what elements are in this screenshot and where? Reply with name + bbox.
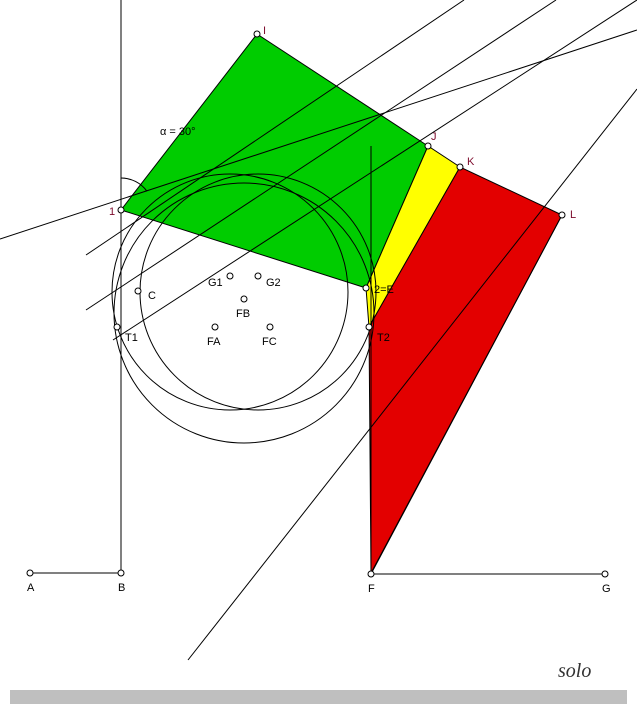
point-label-G1: G1 [208, 277, 223, 289]
point-label-B: B [118, 582, 125, 594]
point-label-FC: FC [262, 336, 277, 348]
point-F [368, 571, 374, 577]
region-green [121, 34, 428, 288]
point-label-L: L [570, 209, 576, 221]
angle-alpha-label: α = 30° [160, 126, 196, 138]
solo-label: solo [558, 660, 591, 683]
point-label-FB: FB [236, 308, 250, 320]
point-label-A: A [27, 582, 35, 594]
point-label-FA: FA [207, 336, 221, 348]
point-G2 [255, 273, 261, 279]
point-G1 [227, 273, 233, 279]
point-label-F: F [368, 583, 375, 595]
point-label-P1: 1 [109, 206, 115, 218]
point-B [118, 570, 124, 576]
point-P1 [118, 207, 124, 213]
point-label-J: J [431, 131, 437, 143]
point-K [457, 164, 463, 170]
point-label-T1: T1 [125, 332, 138, 344]
point-FC [267, 324, 273, 330]
point-A [27, 570, 33, 576]
point-T1 [114, 324, 120, 330]
point-label-G: G [602, 583, 611, 595]
point-T2 [366, 324, 372, 330]
point-FA [212, 324, 218, 330]
point-I [254, 31, 260, 37]
point-label-T2: T2 [377, 332, 390, 344]
point-L [559, 212, 565, 218]
point-label-E: 2=E [374, 284, 394, 296]
point-FB [241, 296, 247, 302]
point-J [425, 143, 431, 149]
point-label-C: C [148, 290, 156, 302]
point-label-G2: G2 [266, 277, 281, 289]
point-label-K: K [467, 156, 475, 168]
point-C [135, 288, 141, 294]
footer-bar [10, 690, 627, 704]
point-label-I: I [263, 25, 266, 37]
point-E [363, 285, 369, 291]
point-G [602, 571, 608, 577]
